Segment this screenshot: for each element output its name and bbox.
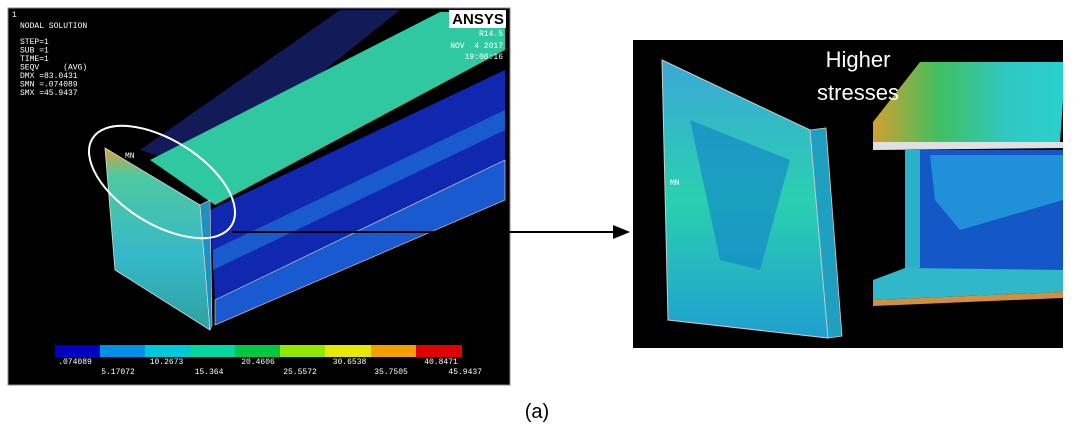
color-band xyxy=(100,345,145,357)
colorbar-label: 10.2673 xyxy=(150,358,184,367)
zoom-panel: MN Higher stresses xyxy=(633,40,1063,348)
color-band xyxy=(416,345,462,357)
node-label: MN xyxy=(125,152,135,161)
zoom-web-zone xyxy=(930,155,1063,230)
colorbar-label: 40.8471 xyxy=(424,358,458,367)
color-band xyxy=(190,345,235,357)
colorbar-label: 5.17072 xyxy=(101,368,135,377)
arrow-head xyxy=(613,225,630,239)
zoom-plate-edge xyxy=(809,127,843,339)
color-band xyxy=(371,345,416,357)
color-band xyxy=(235,345,280,357)
colorbar-label: 15.364 xyxy=(195,368,224,377)
color-band xyxy=(325,345,371,357)
info-line: SUB =1 xyxy=(20,47,49,56)
time: 19:00:16 xyxy=(465,53,504,62)
zoom-flange-edge xyxy=(873,142,1063,150)
version: R14.5 xyxy=(479,30,503,39)
info-line: STEP=1 xyxy=(20,38,49,47)
colorbar-label: 30.6538 xyxy=(333,358,367,367)
bottom-flange xyxy=(214,159,506,326)
date: NOV 4 2017 xyxy=(450,42,503,51)
zoom-bottom-flange xyxy=(873,268,1063,300)
zoom-web-edge xyxy=(905,150,920,270)
color-band xyxy=(55,345,100,357)
plate-edge xyxy=(199,199,213,331)
zoom-node-label: MN xyxy=(670,179,680,188)
logo: ANSYS xyxy=(452,11,504,28)
caption: (a) xyxy=(525,401,549,423)
colorbar xyxy=(55,345,462,357)
info-line: DMX =83.0431 xyxy=(20,72,78,81)
info-line: SMN =.074089 xyxy=(20,81,78,90)
colorbar-label: 45.9437 xyxy=(448,368,482,377)
info-line: SMX =45.9437 xyxy=(20,89,78,98)
zoom-plate-zone xyxy=(690,120,790,270)
color-band xyxy=(280,345,325,357)
zoom-bottom-edge xyxy=(873,292,1063,306)
zoom-top-flange xyxy=(873,62,1063,142)
mesh-lines xyxy=(140,10,400,170)
annotation-line: Higher xyxy=(826,47,891,72)
info-line: SEQV (AVG) xyxy=(20,64,87,73)
info-line: TIME=1 xyxy=(20,55,49,64)
logo-box xyxy=(449,10,506,28)
annotation-line: stresses xyxy=(817,80,899,105)
window-number: 1 xyxy=(12,11,17,20)
colorbar-label: 35.7505 xyxy=(374,368,408,377)
colorbar-label: 25.5572 xyxy=(283,368,317,377)
colorbar-label: 20.4606 xyxy=(241,358,275,367)
colorbar-labels: .074089 10.2673 20.4606 30.6538 40.8471 5.170… xyxy=(58,358,482,377)
top-flange xyxy=(150,12,505,205)
colorbar-label: .074089 xyxy=(58,358,92,367)
web-band xyxy=(213,110,505,270)
panel-title: NODAL SOLUTION xyxy=(20,22,87,31)
highlight-ellipse xyxy=(87,124,237,240)
color-band xyxy=(145,345,190,357)
